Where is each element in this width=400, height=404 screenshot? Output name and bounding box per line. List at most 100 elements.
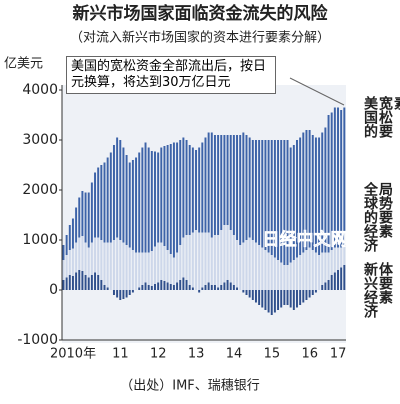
bar-segment	[220, 230, 223, 285]
bar-segment	[217, 135, 220, 235]
x-tick-label: 17	[330, 347, 347, 362]
bar-segment	[163, 281, 166, 290]
bar-segment	[280, 140, 283, 263]
bar-segment	[71, 218, 74, 249]
bar-segment	[261, 140, 264, 248]
bar-segment	[229, 135, 232, 230]
bar-segment	[286, 265, 289, 290]
legend-label: 美国的宽松要素	[362, 96, 400, 138]
bar-segment	[311, 290, 314, 295]
bar-segment	[128, 247, 131, 290]
bar-segment	[90, 182, 93, 243]
bar-segment	[78, 237, 81, 270]
bar-segment	[135, 252, 138, 290]
bar-segment	[239, 135, 242, 245]
bar-segment	[112, 290, 115, 295]
bar-segment	[299, 137, 302, 255]
bar-segment	[87, 192, 90, 248]
bar-segment	[179, 245, 182, 280]
x-tick-label: 11	[112, 347, 129, 362]
bar-segment	[343, 265, 346, 290]
bar-segment	[245, 240, 248, 290]
bar-segment	[343, 107, 346, 245]
bar-segment	[296, 257, 298, 290]
bar-segment	[147, 285, 150, 290]
bar-segment	[254, 242, 257, 290]
bar-segment	[68, 250, 71, 275]
bar-segment	[223, 225, 226, 283]
bar-segment	[163, 146, 166, 246]
bar-segment	[191, 287, 194, 290]
bar-segment	[141, 147, 144, 253]
bar-segment	[90, 275, 93, 290]
bar-segment	[283, 265, 286, 290]
bar-segment	[128, 162, 131, 248]
bar-segment	[232, 235, 235, 285]
bar-segment	[185, 140, 188, 235]
bar-segment	[179, 140, 182, 245]
annotation-pointer	[289, 77, 345, 106]
bar-segment	[125, 245, 128, 290]
bar-segment	[112, 240, 115, 290]
bar-segment	[119, 140, 122, 240]
bar-segment	[289, 290, 292, 308]
bar-segment	[213, 135, 216, 235]
bar-segment	[242, 242, 245, 290]
bar-segment	[296, 290, 298, 308]
bar-segment	[333, 272, 336, 290]
bar-segment	[204, 232, 207, 285]
x-tick-label: 12	[150, 347, 167, 362]
bar-segment	[261, 290, 264, 308]
bar-segment	[172, 142, 175, 258]
bar-segment	[185, 235, 188, 280]
bar-segment	[122, 147, 125, 243]
x-tick-label: 14	[226, 347, 243, 362]
bar-segment	[204, 137, 207, 233]
bar-segment	[62, 245, 65, 260]
bar-segment	[308, 130, 311, 248]
bar-segment	[172, 285, 175, 290]
bar-segment	[154, 151, 156, 247]
bar-segment	[305, 130, 308, 250]
bar-segment	[270, 255, 273, 290]
bar-segment	[119, 240, 122, 290]
bar-segment	[245, 135, 248, 240]
bar-segment	[97, 275, 100, 290]
bar-segment	[223, 135, 226, 225]
bar-segment	[157, 282, 160, 290]
bar-segment	[198, 147, 201, 233]
bar-segment	[280, 290, 283, 308]
bar-segment	[100, 280, 103, 290]
bar-segment	[141, 285, 144, 290]
bar-segment	[213, 285, 216, 290]
bar-segment	[327, 115, 330, 253]
bar-segment	[343, 245, 346, 265]
bar-segment	[267, 252, 270, 290]
bar-segment	[128, 290, 131, 295]
bar-segment	[116, 137, 119, 238]
bar-segment	[207, 132, 210, 233]
bar-segment	[62, 260, 65, 280]
bar-segment	[267, 290, 270, 313]
bar-segment	[311, 135, 314, 250]
bar-segment	[283, 140, 286, 265]
bar-segment	[144, 142, 147, 253]
bar-segment	[131, 290, 134, 293]
bar-segment	[106, 287, 109, 290]
bar-segment	[100, 165, 103, 240]
bar-segment	[163, 246, 166, 281]
bar-segment	[166, 282, 169, 290]
bar-segment	[254, 140, 257, 243]
bar-segment	[261, 247, 264, 290]
source: （出处）IMF、瑞穗银行	[120, 379, 260, 394]
bar-segment	[62, 280, 65, 290]
bar-segment	[122, 290, 125, 299]
bar-segment	[122, 242, 125, 290]
bar-segment	[217, 287, 220, 290]
bar-segment	[201, 142, 204, 233]
bar-segment	[176, 252, 179, 283]
bar-segment	[87, 247, 90, 278]
bar-segment	[314, 252, 317, 290]
bar-segment	[94, 272, 97, 290]
